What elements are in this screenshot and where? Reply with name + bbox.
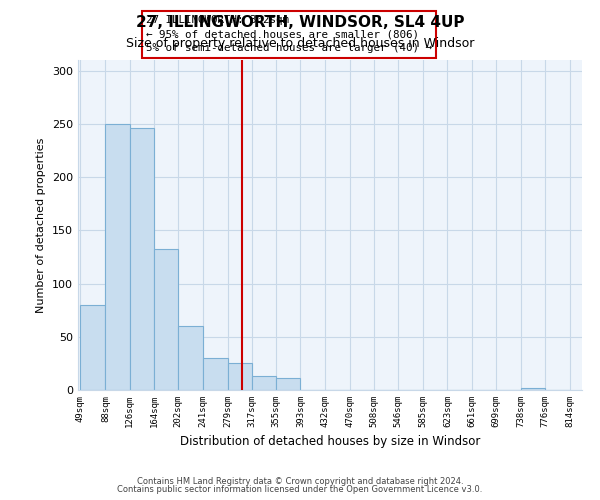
Bar: [106, 124, 130, 390]
Text: Size of property relative to detached houses in Windsor: Size of property relative to detached ho…: [126, 38, 474, 51]
Bar: [521, 388, 545, 390]
Bar: [203, 358, 227, 390]
Bar: [80, 305, 106, 390]
Text: 27 ILLINGWORTH: 302sqm
← 95% of detached houses are smaller (806)
5% of semi-det: 27 ILLINGWORTH: 302sqm ← 95% of detached…: [146, 16, 432, 54]
Text: 27, ILLINGWORTH, WINDSOR, SL4 4UP: 27, ILLINGWORTH, WINDSOR, SL4 4UP: [136, 15, 464, 30]
X-axis label: Distribution of detached houses by size in Windsor: Distribution of detached houses by size …: [180, 436, 480, 448]
Text: Contains public sector information licensed under the Open Government Licence v3: Contains public sector information licen…: [118, 486, 482, 494]
Bar: [227, 364, 252, 390]
Text: Contains HM Land Registry data © Crown copyright and database right 2024.: Contains HM Land Registry data © Crown c…: [137, 477, 463, 486]
Bar: [178, 326, 203, 390]
Bar: [276, 378, 301, 390]
Y-axis label: Number of detached properties: Number of detached properties: [37, 138, 46, 312]
Bar: [154, 250, 178, 390]
Bar: [130, 128, 154, 390]
Bar: [252, 376, 276, 390]
